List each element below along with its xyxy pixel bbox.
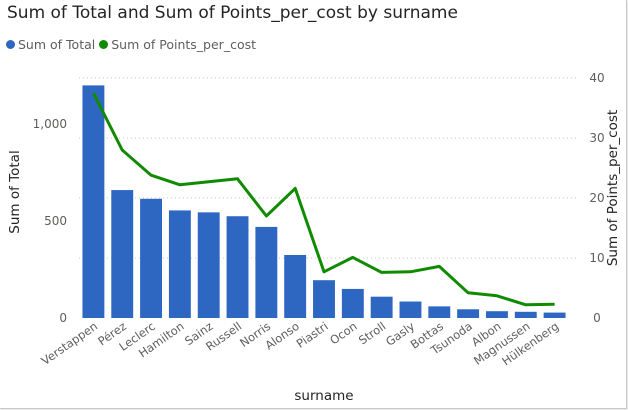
bar-sainz[interactable] [197, 212, 220, 318]
y-axis-left-title: Sum of Total [7, 150, 23, 233]
bar-verstappen[interactable] [82, 85, 105, 318]
bar-hülkenberg[interactable] [543, 312, 566, 318]
bar-pérez[interactable] [111, 190, 134, 318]
bar-russell[interactable] [226, 216, 249, 318]
legend-marker-ppc [99, 40, 109, 49]
y-left-tick-label: 1,000 [33, 117, 67, 131]
bar-hamilton[interactable] [168, 210, 191, 318]
bar-tsunoda[interactable] [457, 309, 480, 318]
x-tick-label: Stroll [356, 319, 388, 348]
y-right-tick-label: 0 [593, 311, 601, 325]
legend-label-total: Sum of Total [18, 37, 96, 52]
bar-ocon[interactable] [341, 288, 364, 318]
chart-title: Sum of Total and Sum of Points_per_cost … [7, 3, 458, 23]
bar-leclerc[interactable] [140, 198, 163, 318]
bar-gasly[interactable] [399, 301, 422, 318]
bar-piastri[interactable] [313, 280, 335, 318]
x-tick-label: Verstappen [39, 319, 101, 368]
bar-bottas[interactable] [428, 306, 451, 318]
bar-alonso[interactable] [284, 255, 307, 318]
y-right-tick-label: 10 [589, 251, 604, 265]
x-axis-title: surname [294, 388, 353, 404]
y-left-tick-label: 500 [44, 214, 67, 228]
legend: Sum of Total Sum of Points_per_cost [6, 37, 260, 52]
x-tick-label: Ocon [327, 319, 359, 348]
y-right-tick-label: 20 [589, 191, 604, 205]
y-right-tick-label: 40 [589, 71, 604, 85]
legend-label-ppc: Sum of Points_per_cost [111, 37, 257, 52]
bar-norris[interactable] [255, 226, 278, 318]
x-tick-label: Piastri [294, 319, 331, 351]
bar-stroll[interactable] [370, 296, 393, 318]
y-axis-right-title: Sum of Points_per_cost [605, 110, 621, 266]
bar-magnussen[interactable] [514, 311, 537, 318]
line-series-points-per-cost[interactable] [92, 92, 555, 307]
bar-albon[interactable] [485, 311, 508, 318]
legend-marker-total [6, 40, 15, 49]
legend-item-total[interactable]: Sum of Total [6, 37, 95, 52]
legend-item-ppc[interactable]: Sum of Points_per_cost [99, 37, 256, 52]
y-left-tick-label: 0 [59, 311, 67, 325]
y-right-tick-label: 30 [589, 131, 604, 145]
